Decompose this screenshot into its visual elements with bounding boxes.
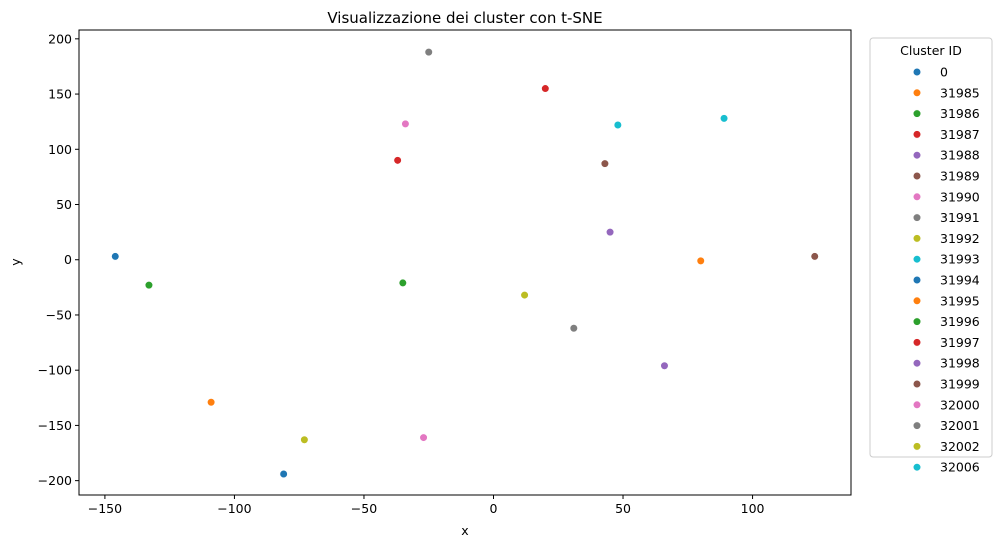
- legend-marker-31993: [912, 255, 922, 264]
- data-point-31986: [398, 278, 407, 288]
- legend-marker-31994: [912, 275, 922, 285]
- legend-label-31998: 31998: [940, 356, 980, 371]
- chart-title: Visualizzazione dei cluster con t-SNE: [327, 9, 602, 27]
- legend-label-31985: 31985: [940, 85, 980, 100]
- legend-label-31991: 31991: [940, 210, 980, 225]
- y-axis-label: y: [8, 258, 23, 266]
- legend-label-32001: 32001: [940, 418, 980, 433]
- data-point-32001: [569, 324, 578, 333]
- legend-marker-31989: [912, 171, 922, 181]
- x-tick-label: 50: [615, 501, 631, 516]
- data-points: [111, 47, 819, 479]
- y-tick-label: −150: [38, 418, 72, 433]
- x-tick-label: −50: [351, 501, 377, 516]
- y-tick-label: 0: [64, 252, 72, 267]
- legend-marker-32006: [912, 463, 922, 472]
- legend-marker-31986: [912, 109, 922, 118]
- legend-label-31988: 31988: [940, 148, 980, 163]
- plot-area-frame: [78, 29, 852, 496]
- y-tick-label: 50: [56, 197, 72, 212]
- legend-marker-32000: [912, 400, 922, 409]
- legend-label-31992: 31992: [940, 231, 980, 246]
- data-point-31991: [424, 47, 433, 57]
- legend-marker-31999: [912, 379, 922, 389]
- legend-label-31987: 31987: [940, 127, 980, 142]
- data-point-0: [111, 252, 120, 261]
- legend-marker-31988: [912, 151, 922, 160]
- legend-marker-31992: [912, 234, 922, 243]
- legend-marker-31996: [912, 317, 922, 326]
- data-point-31999: [810, 252, 819, 261]
- legend-marker-31998: [912, 359, 922, 368]
- legend-title: Cluster ID: [900, 43, 962, 58]
- legend: Cluster ID 0 31985 31986 31987 31988 31989 319…: [869, 37, 993, 475]
- legend-label-31993: 31993: [940, 252, 980, 267]
- legend-label-31990: 31990: [940, 189, 980, 204]
- legend-label-31997: 31997: [940, 335, 980, 350]
- x-tick-label: 100: [741, 501, 765, 516]
- data-point-31994: [279, 469, 288, 479]
- y-tick-label: −100: [38, 363, 72, 378]
- data-point-32002: [300, 435, 309, 444]
- y-axis: −200 −150 −100 −50 0 50 100 150 200: [38, 31, 79, 488]
- legend-marker-31990: [912, 192, 922, 201]
- legend-items: 0 31985 31986 31987 31988 31989 31990 31991 3199…: [912, 65, 980, 475]
- legend-label-0: 0: [940, 65, 948, 80]
- data-point-31989: [600, 159, 609, 168]
- legend-marker-31985: [912, 88, 922, 97]
- legend-label-31986: 31986: [940, 106, 980, 121]
- x-axis-label: x: [461, 523, 468, 538]
- data-point-31996: [144, 281, 154, 290]
- data-point-31995: [207, 398, 216, 407]
- legend-label-32002: 32002: [940, 439, 980, 454]
- y-tick-label: 100: [48, 142, 72, 157]
- legend-label-31994: 31994: [940, 273, 980, 288]
- legend-marker-32001: [912, 421, 922, 430]
- data-point-31987: [541, 84, 550, 93]
- legend-label-32000: 32000: [940, 397, 980, 412]
- legend-marker-31991: [912, 213, 922, 222]
- legend-label-31989: 31989: [940, 169, 980, 184]
- legend-marker-31987: [912, 130, 922, 139]
- legend-marker-31995: [912, 296, 922, 305]
- legend-box: [869, 37, 993, 458]
- data-point-31992: [520, 290, 529, 300]
- x-axis: −150 −100 −50 0 50 100: [88, 495, 765, 516]
- y-tick-label: 200: [48, 31, 72, 46]
- legend-marker-0: [912, 67, 922, 77]
- legend-marker-31997: [912, 338, 922, 347]
- data-point-31988: [605, 228, 615, 237]
- legend-marker-32002: [912, 442, 922, 451]
- data-point-31993: [613, 120, 622, 130]
- data-point-32006: [719, 114, 729, 123]
- legend-label-32006: 32006: [940, 460, 980, 475]
- y-tick-label: −200: [38, 473, 72, 488]
- data-point-31990: [401, 119, 410, 128]
- legend-label-31999: 31999: [940, 377, 980, 392]
- data-point-31998: [660, 361, 669, 370]
- legend-label-31995: 31995: [940, 293, 980, 308]
- y-tick-label: 150: [48, 87, 72, 102]
- legend-label-31996: 31996: [940, 314, 980, 329]
- x-tick-label: −150: [88, 501, 122, 516]
- data-point-31985: [696, 256, 705, 265]
- y-tick-label: −50: [46, 307, 72, 322]
- x-tick-label: −100: [217, 501, 251, 516]
- data-point-32000: [419, 433, 428, 442]
- x-tick-label: 0: [490, 501, 498, 516]
- data-point-31997: [393, 156, 402, 165]
